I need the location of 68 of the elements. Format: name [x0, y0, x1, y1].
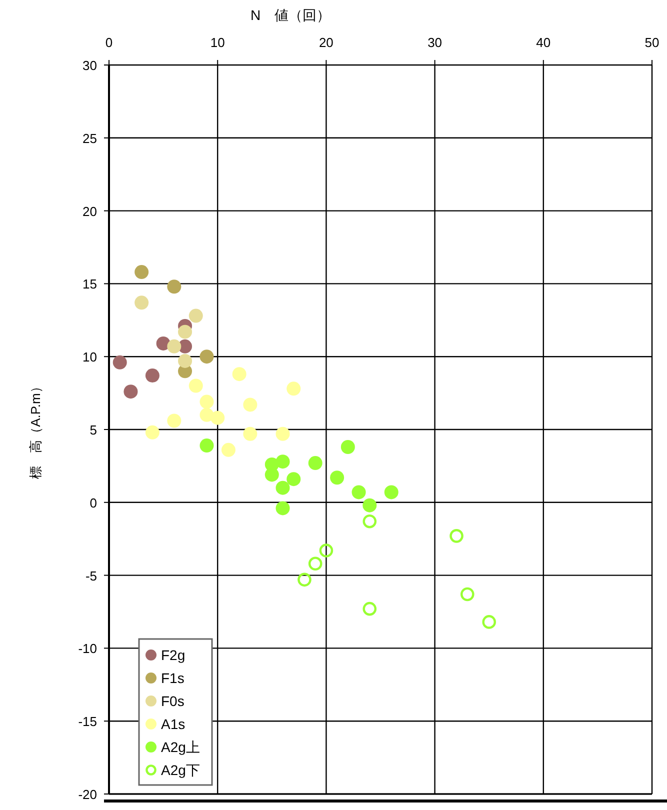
y-tick-label: -20 [78, 787, 97, 802]
y-tick-label: 30 [82, 58, 97, 73]
point [362, 498, 377, 512]
point [232, 367, 246, 382]
point [200, 394, 214, 409]
x-tick-label: 20 [318, 35, 334, 50]
point [134, 265, 149, 280]
y-tick-label: 10 [82, 350, 97, 365]
point [482, 615, 496, 629]
point [134, 296, 149, 310]
point [243, 426, 258, 441]
point [276, 501, 290, 516]
point [286, 472, 301, 486]
y-tick-label: 20 [82, 204, 97, 219]
y-tick-label: -5 [85, 568, 97, 584]
x-tick-label: 40 [536, 35, 551, 50]
point [178, 354, 192, 368]
y-tick-label: 5 [90, 422, 97, 438]
legend-label: F2g [161, 647, 186, 663]
point [330, 470, 344, 485]
point [243, 398, 258, 412]
point [200, 350, 214, 364]
legend-label: A2g下 [161, 762, 200, 778]
point [264, 468, 279, 482]
point [450, 529, 464, 543]
point [276, 480, 290, 495]
point [124, 384, 138, 399]
x-tick-label: 30 [428, 35, 442, 50]
point [460, 587, 474, 602]
legend-label: F1s [161, 670, 184, 686]
legend-label: A1s [161, 716, 186, 732]
point [286, 382, 301, 396]
point [362, 514, 377, 528]
point [340, 440, 355, 454]
point [384, 485, 398, 500]
point [210, 410, 225, 425]
legend-label: F0s [161, 693, 184, 709]
y-tick-label: -15 [78, 714, 97, 730]
point [298, 572, 312, 587]
point [362, 602, 377, 616]
point [308, 456, 322, 470]
point [276, 426, 290, 441]
legend-label: A2g上 [161, 739, 200, 755]
y-tick-label: 25 [82, 130, 97, 146]
point [308, 556, 322, 571]
point [145, 368, 160, 383]
y-tick-label: -10 [78, 641, 97, 656]
point [167, 280, 182, 294]
point [167, 339, 182, 354]
point [188, 308, 203, 323]
point [200, 408, 214, 422]
x-tick-label: 50 [644, 35, 660, 50]
x-tick-label: 0 [105, 35, 113, 50]
point [167, 414, 182, 428]
point [178, 324, 192, 339]
point [200, 438, 214, 453]
y-axis-title: 標 高（A.P.m） [28, 380, 43, 479]
x-axis-title: N 値（回） [250, 7, 331, 23]
x-tick-label: 10 [210, 35, 225, 50]
point [319, 544, 334, 558]
point [112, 355, 127, 370]
point [352, 485, 366, 500]
y-tick-label: 15 [82, 276, 97, 292]
point [188, 378, 203, 393]
y-tick-label: 0 [90, 495, 97, 510]
point [276, 454, 290, 469]
point [145, 425, 160, 440]
point [221, 442, 236, 457]
